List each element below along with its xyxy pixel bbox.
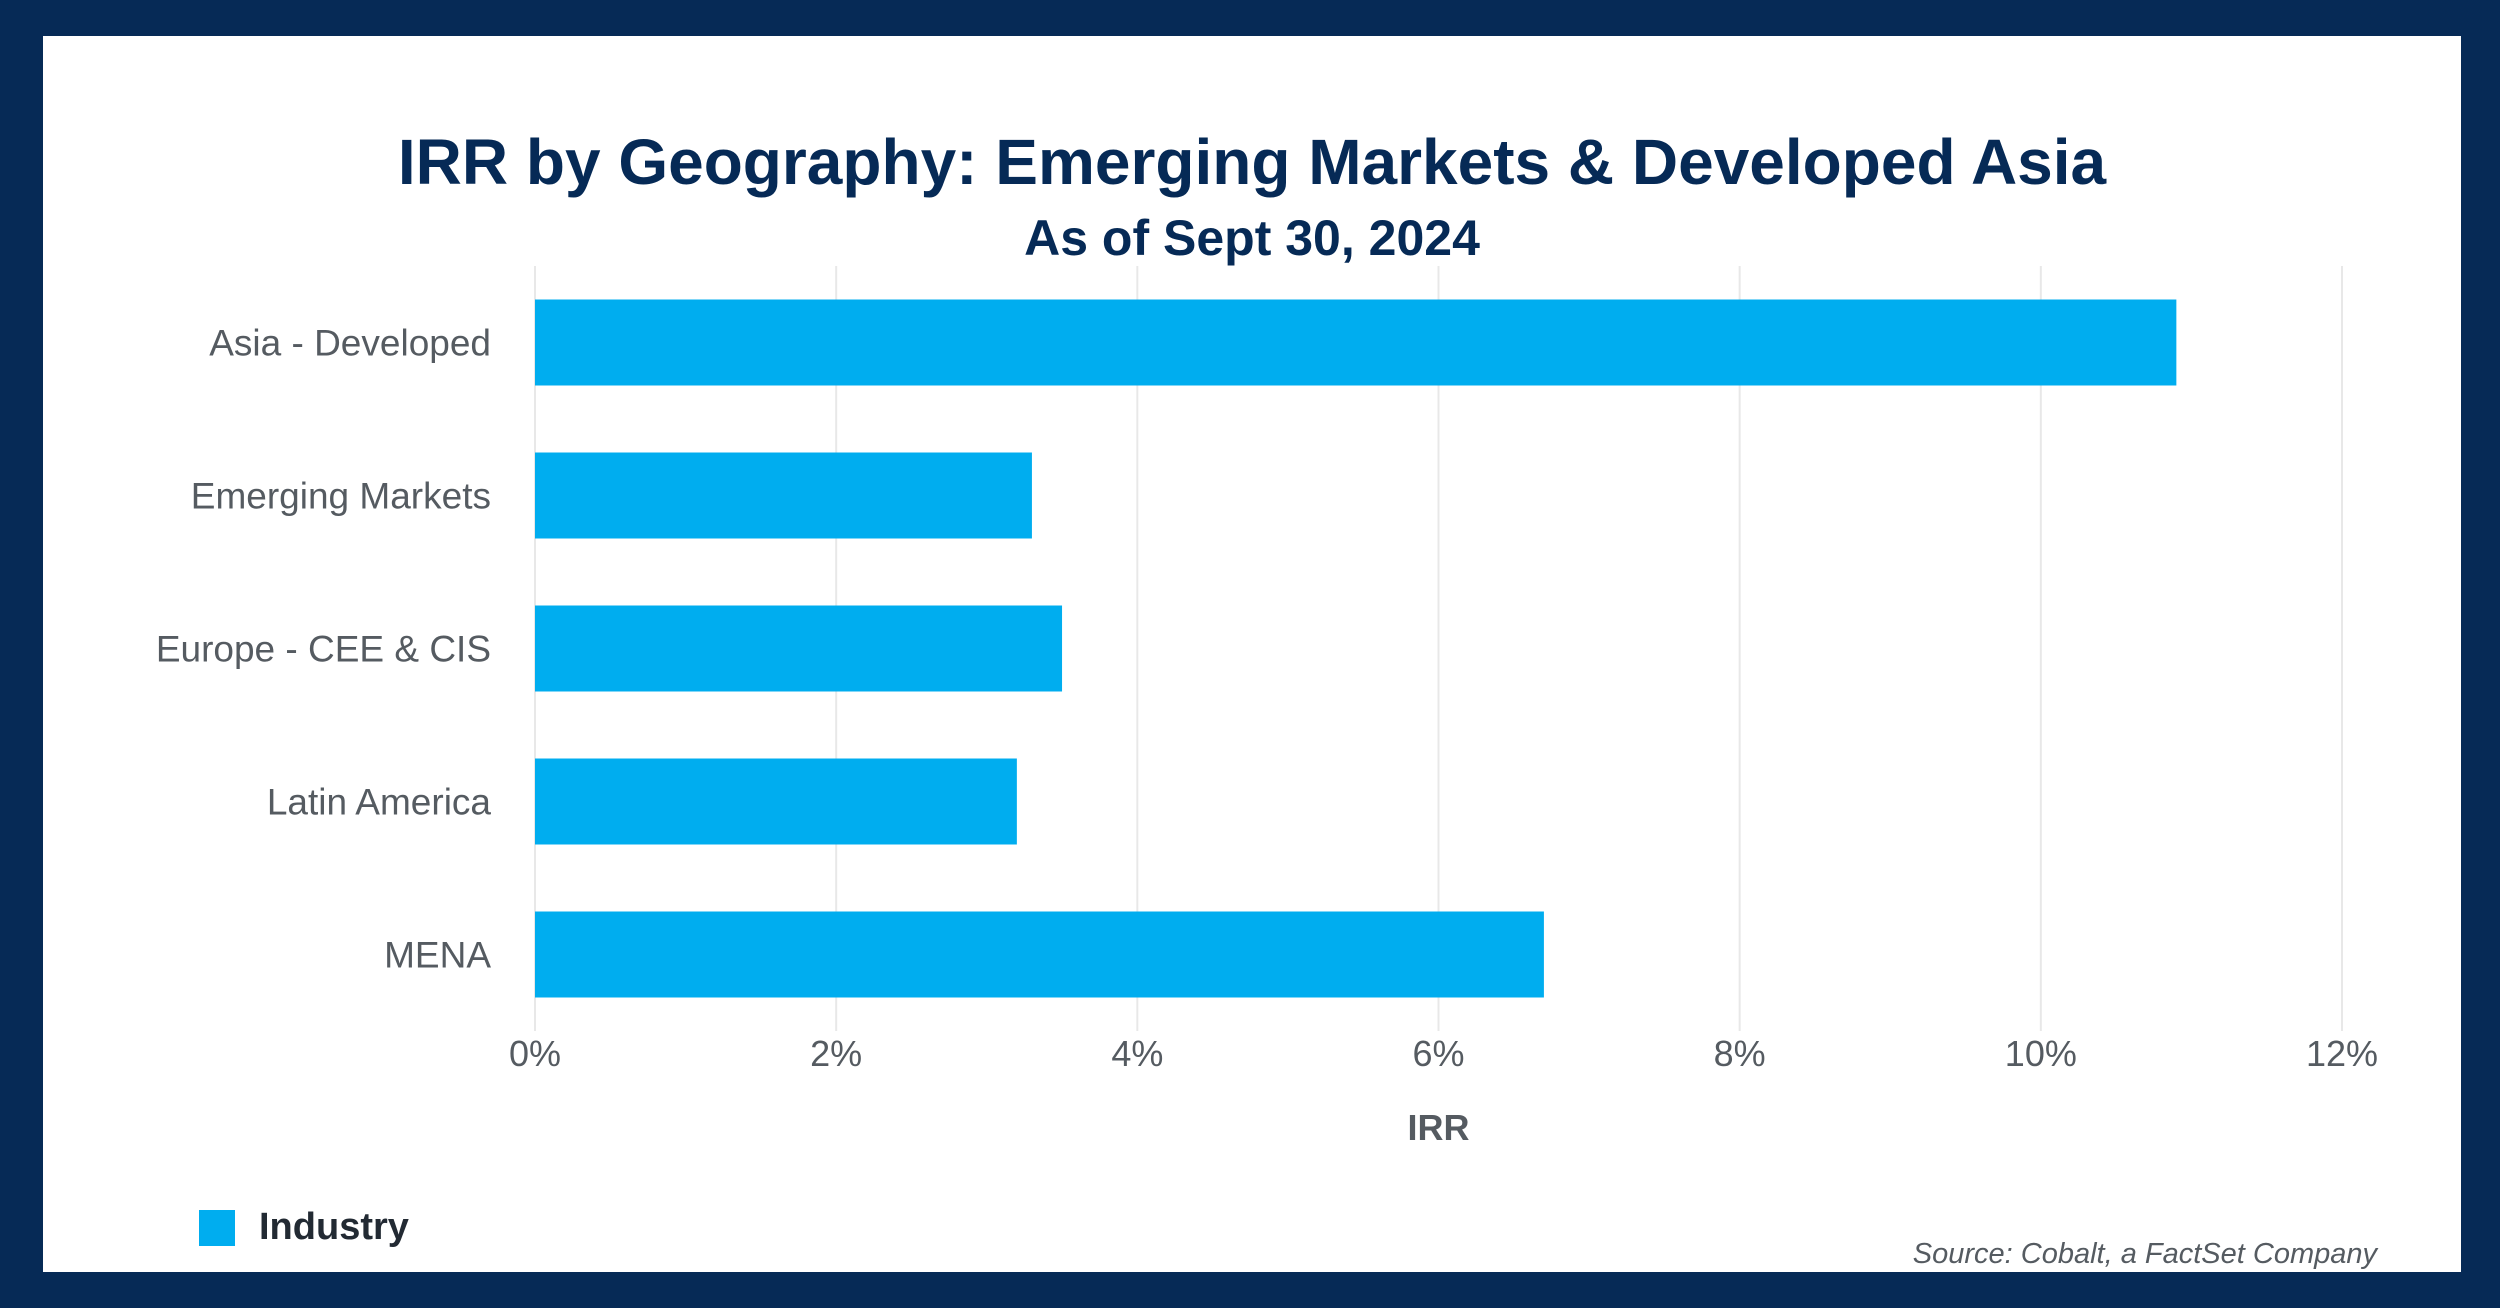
bar-chart: Asia - Developed Emerging Markets Europe -…: [156, 266, 2378, 1148]
chart-title: IRR by Geography: Emerging Markets & Dev…: [397, 126, 2107, 198]
x-tick-label: 6%: [1412, 1033, 1464, 1074]
chart-subtitle: As of Sept 30, 2024: [1024, 210, 1480, 266]
legend-swatch: [199, 1209, 235, 1246]
bar: [535, 911, 1544, 998]
bar: [535, 758, 1017, 845]
x-tick-label: 8%: [1714, 1033, 1766, 1074]
x-tick-label: 2%: [810, 1033, 862, 1074]
category-label: Emerging Markets: [191, 476, 491, 517]
bar: [535, 452, 1032, 539]
legend: Industry: [199, 1206, 409, 1249]
category-label: Asia - Developed: [209, 323, 491, 364]
source-note: Source: Cobalt, a FactSet Company: [1912, 1238, 2377, 1270]
bar: [535, 299, 2177, 386]
chart-card: IRR by Geography: Emerging Markets & Dev…: [43, 36, 2461, 1272]
legend-label: Industry: [259, 1206, 409, 1248]
bar: [535, 605, 1063, 692]
x-tick-label: 4%: [1111, 1033, 1163, 1074]
category-label: Europe - CEE & CIS: [156, 629, 491, 670]
x-tick-label: 10%: [2005, 1033, 2077, 1074]
x-tick-label: 0%: [509, 1033, 561, 1074]
x-axis-label: IRR: [1408, 1107, 1470, 1148]
category-label: Latin America: [267, 782, 492, 823]
category-label: MENA: [384, 935, 491, 976]
x-tick-label: 12%: [2306, 1033, 2378, 1074]
